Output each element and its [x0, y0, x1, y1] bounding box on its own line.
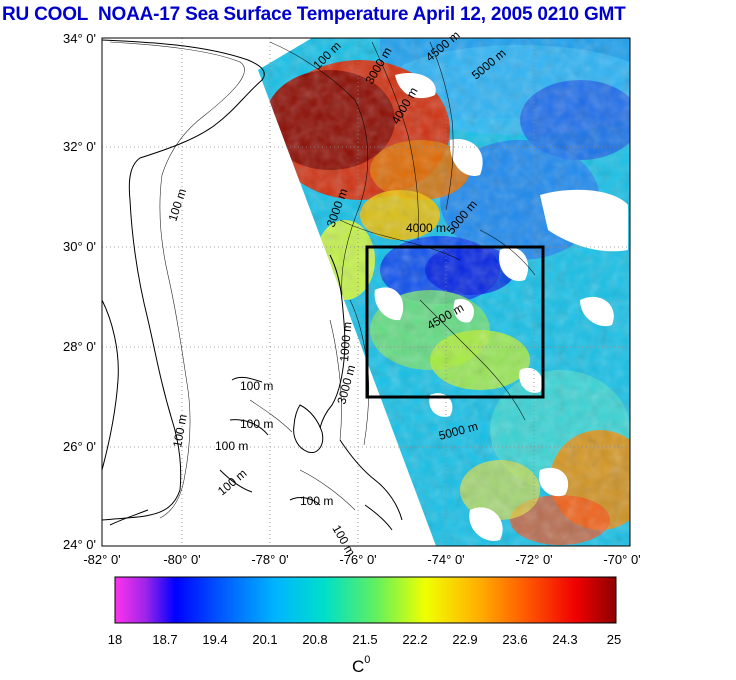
lat-label: 28° 0' — [63, 339, 96, 354]
lon-label: -82° 0' — [83, 552, 120, 567]
colorbar-tick: 18 — [108, 632, 122, 647]
colorbar-tick: 21.5 — [352, 632, 377, 647]
lat-label: 26° 0' — [63, 439, 96, 454]
bathymetry-contours — [109, 41, 536, 519]
contour-label: 100 m — [300, 494, 333, 508]
colorbar — [114, 576, 617, 624]
coastline — [101, 39, 403, 531]
latitude-labels: 34° 0' 32° 0' 30° 0' 28° 0' 26° 0' 24° 0… — [63, 31, 96, 552]
lon-label: -78° 0' — [251, 552, 288, 567]
study-area-box — [365, 245, 545, 399]
colorbar-tick: 23.6 — [502, 632, 527, 647]
contour-label: 1000 m — [337, 321, 354, 362]
colorbar-tick: 19.4 — [202, 632, 227, 647]
longitude-labels: -82° 0' -80° 0' -78° 0' -76° 0' -74° 0' … — [83, 552, 640, 567]
lon-label: -72° 0' — [515, 552, 552, 567]
contour-label: 100 m — [215, 439, 248, 453]
contour-label: 4000 m — [406, 221, 446, 235]
lon-label: -80° 0' — [163, 552, 200, 567]
lat-label: 34° 0' — [63, 31, 96, 46]
page-title: RU COOL NOAA-17 Sea Surface Temperature … — [2, 4, 626, 25]
lat-label: 24° 0' — [63, 537, 96, 552]
contour-label: 100 m — [170, 413, 190, 448]
lon-label: -74° 0' — [427, 552, 464, 567]
lon-label: -70° 0' — [603, 552, 640, 567]
colorbar-tick: 22.2 — [402, 632, 427, 647]
lat-label: 32° 0' — [63, 139, 96, 154]
lon-label: -76° 0' — [339, 552, 376, 567]
colorbar-unit-superscript: 0 — [364, 654, 370, 666]
colorbar-ticks: 18 18.7 19.4 20.1 20.8 21.5 22.2 22.9 23… — [108, 632, 621, 647]
lat-label: 30° 0' — [63, 239, 96, 254]
colorbar-unit-letter: C — [352, 657, 364, 676]
colorbar-tick: 20.1 — [252, 632, 277, 647]
colorbar-tick: 20.8 — [302, 632, 327, 647]
colorbar-tick: 22.9 — [452, 632, 477, 647]
colorbar-tick: 18.7 — [152, 632, 177, 647]
map-border — [101, 37, 631, 547]
contour-label: 100 m — [240, 379, 273, 393]
colorbar-tick: 25 — [607, 632, 621, 647]
colorbar-unit: C0 — [352, 654, 370, 676]
colorbar-tick: 24.3 — [552, 632, 577, 647]
contour-label: 100 m — [240, 417, 273, 431]
